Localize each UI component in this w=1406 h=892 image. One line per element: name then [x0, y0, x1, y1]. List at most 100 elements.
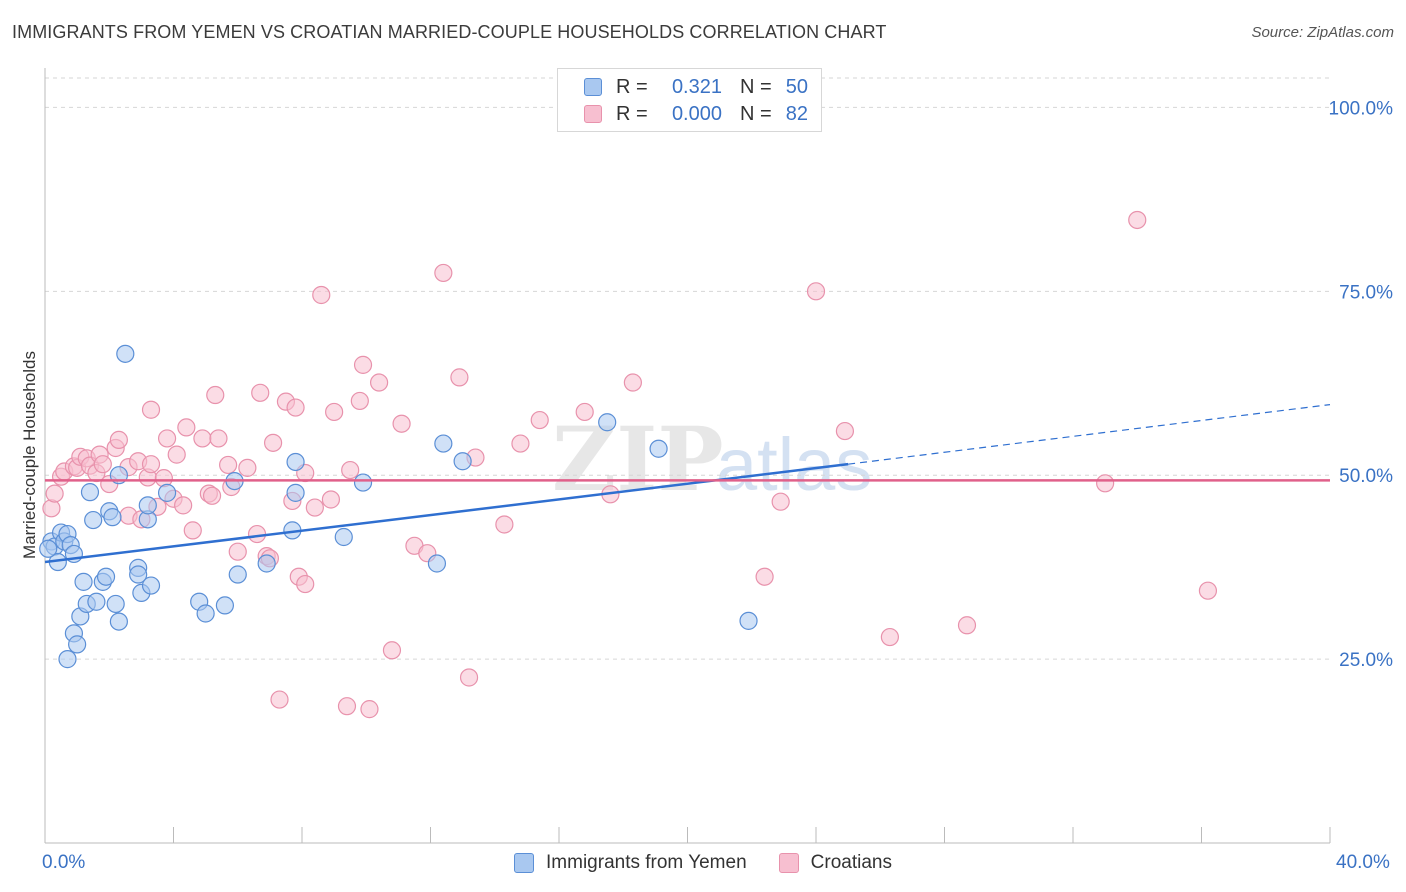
yemen-point	[80, 483, 100, 502]
croatians-point	[1198, 581, 1218, 600]
croatians-point	[270, 690, 289, 709]
yemen-point	[286, 483, 305, 502]
legend-label-croatians: Croatians	[810, 852, 892, 873]
croatians-point	[450, 368, 469, 387]
croatians-point	[341, 460, 360, 480]
croatians-point	[174, 496, 193, 515]
n-label: N =	[740, 102, 772, 125]
yemen-point	[87, 592, 106, 611]
legend-swatch-croatians	[778, 853, 799, 873]
yemen-point	[196, 604, 215, 623]
croatians-point	[251, 383, 270, 402]
croatians-point	[495, 515, 514, 534]
croatians-point	[835, 421, 855, 441]
croatians-point	[202, 486, 222, 505]
croatians-point	[623, 373, 642, 392]
croatians-point	[193, 429, 212, 448]
y-tick-label: 50.0%	[1339, 466, 1393, 487]
croatians-point	[957, 616, 977, 635]
x-tick-label-max: 40.0%	[1336, 852, 1390, 873]
yemen-point	[286, 452, 305, 472]
yemen-point	[68, 635, 87, 654]
yemen-point	[334, 527, 353, 547]
n-value: 82	[785, 102, 808, 125]
croatians-point	[434, 263, 453, 283]
croatians-point	[806, 282, 826, 301]
croatians-point	[755, 567, 774, 586]
croatians-point	[392, 414, 411, 433]
y-tick-label: 75.0%	[1339, 282, 1393, 303]
croatians-point	[459, 668, 479, 687]
croatians-point	[45, 484, 64, 503]
croatians-point	[337, 697, 357, 716]
croatians-point	[305, 498, 324, 517]
r-value: 0.000	[671, 102, 722, 125]
yemen-point	[157, 483, 177, 502]
croatians-point	[42, 499, 61, 518]
legend-item-croatians: Croatians	[778, 852, 892, 874]
croatians-point	[296, 574, 315, 594]
croatians-point	[209, 429, 228, 448]
croatians-point	[219, 455, 238, 475]
source-label: Source: ZipAtlas.com	[1251, 24, 1394, 41]
yemen-point	[106, 594, 125, 614]
yemen-point	[453, 452, 472, 471]
watermark-bold: ZIP	[552, 407, 724, 511]
legend-swatch-yemen	[514, 853, 535, 873]
yemen-point	[739, 611, 758, 630]
stats-legend-row-croatians: R = 0.000 N = 82	[584, 102, 808, 126]
x-tick-label-min: 0.0%	[42, 852, 86, 873]
yemen-point	[84, 510, 103, 530]
croatians-point	[360, 700, 379, 719]
yemen-point	[58, 650, 77, 669]
yemen-swatch	[584, 78, 602, 96]
croatians-point	[370, 373, 389, 392]
yemen-point	[353, 473, 373, 492]
croatians-point	[312, 285, 331, 305]
croatians-point	[228, 542, 247, 561]
legend-item-yemen: Immigrants from Yemen	[514, 852, 747, 874]
yemen-point	[141, 576, 161, 595]
y-tick-label: 25.0%	[1339, 650, 1393, 671]
yemen-point	[215, 596, 234, 615]
axes	[44, 68, 1331, 844]
yemen-point	[129, 565, 148, 584]
yemen-point	[116, 344, 135, 363]
chart-title: IMMIGRANTS FROM YEMEN VS CROATIAN MARRIE…	[12, 22, 887, 42]
croatians-point	[141, 455, 161, 474]
croatians-point	[167, 445, 186, 464]
series-legend: Immigrants from Yemen Croatians	[0, 852, 1406, 874]
croatians-point	[353, 355, 373, 374]
yemen-point	[138, 496, 157, 515]
yemen-point	[228, 565, 247, 584]
croatians-point	[771, 492, 790, 511]
yemen-points	[39, 344, 758, 669]
croatians-point	[109, 430, 128, 450]
croatians-point	[530, 410, 549, 430]
croatians-point	[350, 391, 369, 411]
yemen-point	[74, 572, 93, 591]
legend-label-yemen: Immigrants from Yemen	[546, 852, 747, 873]
yemen-point	[257, 554, 276, 573]
yemen-point	[427, 554, 447, 573]
y-tick-label: 100.0%	[1329, 98, 1394, 119]
y-axis-label: Married-couple Households	[20, 351, 39, 559]
n-value: 50	[785, 75, 808, 98]
croatians-point	[177, 418, 196, 437]
croatians-point	[880, 627, 899, 647]
croatians-point	[247, 524, 267, 544]
croatians-point	[382, 641, 402, 660]
croatians-point	[157, 429, 177, 448]
r-label: R =	[616, 75, 648, 98]
yemen-point	[649, 439, 668, 458]
croatians-point	[93, 455, 112, 474]
r-label: R =	[616, 102, 648, 125]
croatians-point	[321, 490, 341, 509]
croatians-point	[575, 402, 594, 422]
yemen-point	[96, 567, 116, 586]
yemen-point	[109, 612, 128, 631]
stats-legend-row-yemen: R = 0.321 N = 50	[584, 75, 808, 99]
yemen-trend-extension	[848, 404, 1331, 465]
croatians-point	[141, 400, 161, 419]
